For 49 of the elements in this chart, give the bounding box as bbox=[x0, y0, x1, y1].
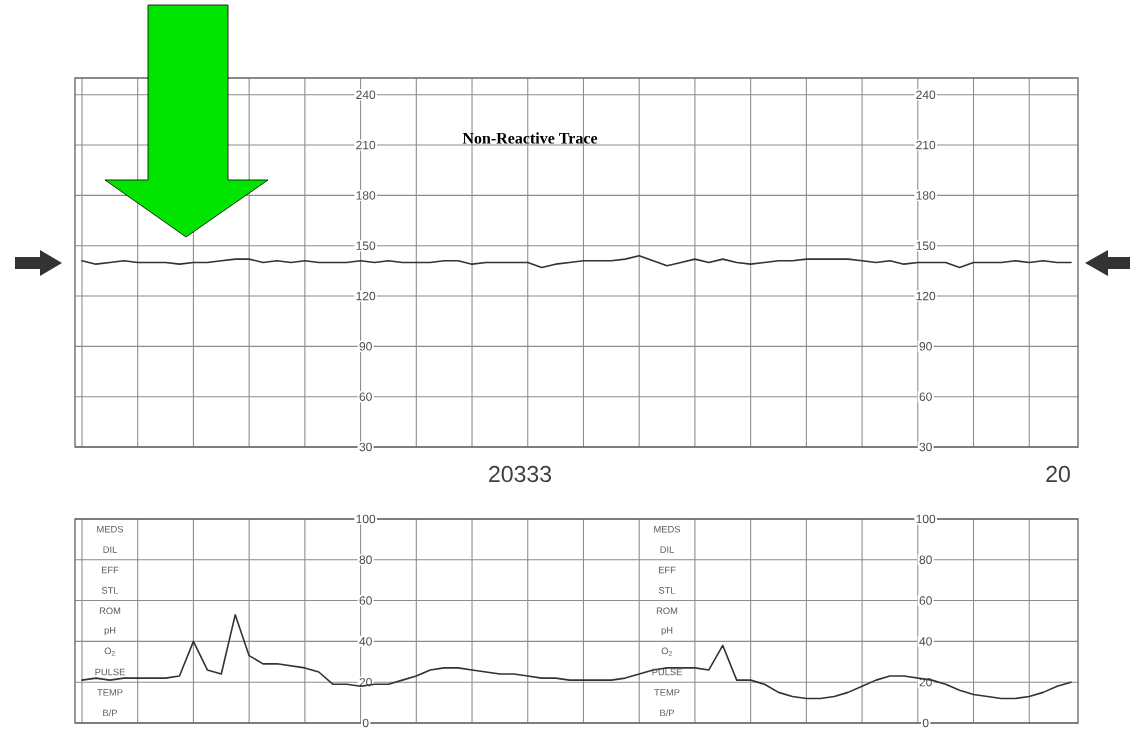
annotation: EFF bbox=[101, 566, 119, 574]
annotation: pH bbox=[104, 627, 116, 636]
y-tick-label: 150 bbox=[356, 241, 376, 250]
y-tick-label: 180 bbox=[356, 191, 376, 200]
text: O$_{2}$ bbox=[661, 647, 672, 656]
y2-tick-label: 180 bbox=[916, 191, 936, 200]
y2-tick-label: 210 bbox=[916, 140, 936, 150]
text: STL bbox=[658, 587, 676, 594]
text: MEDS bbox=[654, 525, 681, 533]
y-tick-label: 100 bbox=[356, 514, 376, 524]
y2-tick-label: 240 bbox=[916, 90, 936, 100]
y-tick-label: 60 bbox=[359, 596, 372, 605]
y2-tick-label: 60 bbox=[919, 392, 932, 401]
y-tick-label: 210 bbox=[356, 140, 376, 150]
y2-tick-label: 150 bbox=[916, 241, 936, 250]
text: DIL bbox=[660, 546, 674, 553]
text: pH bbox=[661, 627, 673, 636]
y2-tick-label: 100 bbox=[916, 514, 936, 524]
annotation: DIL bbox=[103, 546, 117, 553]
y2-tick-label: 0 bbox=[922, 718, 929, 728]
y2-tick-label: 30 bbox=[919, 442, 932, 452]
y-tick-label: 120 bbox=[356, 291, 376, 301]
y2-tick-label: 60 bbox=[919, 596, 932, 605]
y-tick-label: 240 bbox=[356, 90, 376, 100]
annotation: B/P bbox=[103, 709, 118, 717]
y2-tick-label: 40 bbox=[919, 637, 932, 646]
text: EFF bbox=[658, 566, 676, 574]
y2-tick-label: 120 bbox=[916, 291, 936, 301]
text: B/P bbox=[660, 709, 675, 717]
y-tick-label: 60 bbox=[359, 392, 372, 401]
text: ROM bbox=[656, 607, 678, 615]
text: 20333 bbox=[489, 465, 552, 483]
annotation: TEMP bbox=[97, 689, 123, 696]
y-tick-label: 80 bbox=[359, 555, 372, 565]
y-tick-label: 90 bbox=[359, 342, 372, 351]
y-tick-label: 40 bbox=[359, 637, 372, 646]
y2-tick-label: 90 bbox=[919, 342, 932, 351]
text: 20 bbox=[1046, 465, 1070, 483]
text: Non-Reactive Trace bbox=[462, 132, 598, 144]
text: PULSE bbox=[652, 668, 682, 676]
y2-tick-label: 80 bbox=[919, 555, 932, 565]
annotation: PULSE bbox=[95, 668, 125, 676]
annotation: MEDS bbox=[97, 525, 124, 533]
text: TEMP bbox=[654, 689, 680, 696]
annotation: STL bbox=[101, 587, 119, 594]
y-tick-label: 30 bbox=[359, 442, 372, 452]
annotation: O$_{2}$ bbox=[104, 647, 115, 656]
y-tick-label: 0 bbox=[362, 718, 369, 728]
annotation: ROM bbox=[99, 607, 121, 615]
